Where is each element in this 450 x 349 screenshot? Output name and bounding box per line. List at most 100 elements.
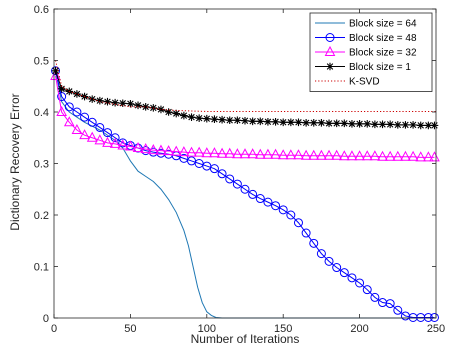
data-point-2-28 (262, 148, 274, 159)
data-point-3-28 (264, 117, 272, 126)
legend-label-0: Block size = 64 (349, 19, 417, 30)
data-point-2-35 (316, 149, 327, 160)
data-point-3-46 (401, 121, 410, 129)
data-point-1-38 (339, 268, 349, 278)
data-point-1-44 (385, 299, 395, 309)
data-point-3-26 (248, 117, 257, 126)
data-point-2-27 (254, 148, 266, 159)
data-point-2-44 (384, 150, 396, 161)
data-point-2-40 (354, 150, 365, 161)
data-point-2-8 (109, 137, 121, 148)
data-point-3-12 (141, 103, 150, 111)
data-point-2-47 (407, 150, 419, 161)
data-point-3-10 (126, 99, 135, 108)
legend-item-0: Block size = 64 (315, 19, 417, 30)
data-point-1-23 (225, 174, 235, 184)
data-point-2-7 (102, 136, 113, 147)
data-point-3-15 (164, 108, 173, 116)
data-point-1-22 (217, 169, 227, 179)
data-point-3-23 (225, 116, 234, 125)
legend-item-3: Block size = 1 (315, 62, 411, 73)
data-point-1-29 (271, 201, 281, 211)
legend-marker-2 (324, 45, 336, 56)
data-point-1-27 (255, 194, 265, 204)
data-point-2-33 (300, 149, 312, 160)
data-point-1-45 (393, 305, 403, 315)
legend-item-1: Block size = 48 (315, 33, 417, 44)
data-point-1-0 (51, 66, 61, 76)
y-tick-label-0: 0 (43, 313, 49, 325)
data-point-3-35 (317, 119, 326, 127)
data-point-2-48 (415, 151, 427, 162)
data-point-1-42 (370, 292, 380, 302)
data-point-2-16 (170, 145, 182, 156)
data-point-3-20 (203, 114, 211, 123)
data-point-2-1 (56, 105, 67, 116)
legend-label-3: Block size = 1 (349, 62, 411, 73)
legend-label-1: Block size = 48 (349, 33, 417, 44)
data-point-3-14 (157, 105, 165, 114)
data-point-1-4 (80, 112, 90, 122)
data-point-2-38 (338, 150, 350, 161)
data-point-2-50 (429, 151, 440, 162)
data-point-2-10 (125, 140, 136, 151)
data-point-1-2 (64, 102, 74, 112)
data-point-1-34 (309, 238, 319, 248)
data-point-3-39 (348, 120, 356, 128)
x-axis-label: Number of Iterations (191, 332, 300, 346)
data-point-3-29 (271, 117, 280, 126)
data-point-2-13 (147, 144, 159, 155)
series-line-1 (55, 70, 435, 318)
y-tick-label-1: 0.1 (34, 262, 49, 274)
data-point-1-30 (278, 205, 288, 215)
data-point-2-19 (193, 146, 205, 157)
data-point-1-8 (110, 133, 120, 143)
data-point-1-39 (347, 273, 357, 283)
x-tick-label-4: 200 (350, 323, 368, 335)
data-point-3-48 (416, 121, 425, 130)
x-tick-label-2: 100 (198, 323, 216, 335)
data-point-1-41 (362, 285, 372, 295)
data-point-3-21 (210, 115, 219, 124)
data-point-3-30 (279, 118, 287, 127)
data-point-2-18 (186, 146, 197, 157)
data-point-3-41 (363, 120, 372, 128)
data-point-3-16 (172, 109, 181, 118)
data-point-2-42 (369, 150, 381, 161)
data-point-3-47 (409, 121, 417, 129)
y-tick-label-2: 0.2 (34, 210, 49, 222)
data-point-2-43 (377, 150, 388, 161)
data-point-1-7 (102, 128, 112, 138)
data-point-1-6 (95, 122, 105, 132)
x-tick-label-1: 50 (124, 323, 136, 335)
data-point-3-38 (340, 119, 349, 128)
data-point-3-5 (88, 95, 96, 103)
data-point-3-44 (386, 120, 394, 129)
series-2 (50, 69, 440, 162)
data-point-2-20 (201, 147, 213, 158)
data-point-3-50 (430, 121, 439, 130)
data-point-3-3 (73, 90, 81, 98)
data-point-1-36 (324, 256, 334, 266)
data-point-1-26 (248, 189, 258, 199)
data-point-3-42 (371, 120, 379, 129)
y-tick-label-3: 0.3 (34, 159, 49, 171)
data-point-2-25 (239, 148, 251, 159)
data-point-3-31 (287, 118, 295, 127)
data-point-3-49 (424, 121, 433, 130)
data-point-1-50 (429, 312, 439, 322)
data-point-2-39 (346, 150, 358, 161)
legend-item-2: Block size = 32 (315, 45, 417, 59)
data-point-2-46 (400, 150, 411, 161)
data-point-2-14 (155, 144, 167, 155)
data-point-2-30 (277, 149, 289, 160)
data-point-2-49 (423, 151, 434, 162)
data-point-3-0 (51, 67, 60, 75)
data-point-3-1 (57, 85, 66, 93)
data-point-3-18 (187, 113, 196, 121)
data-point-1-24 (232, 179, 242, 189)
data-point-2-0 (50, 69, 61, 80)
data-point-3-45 (394, 121, 402, 129)
data-point-2-32 (293, 149, 304, 160)
